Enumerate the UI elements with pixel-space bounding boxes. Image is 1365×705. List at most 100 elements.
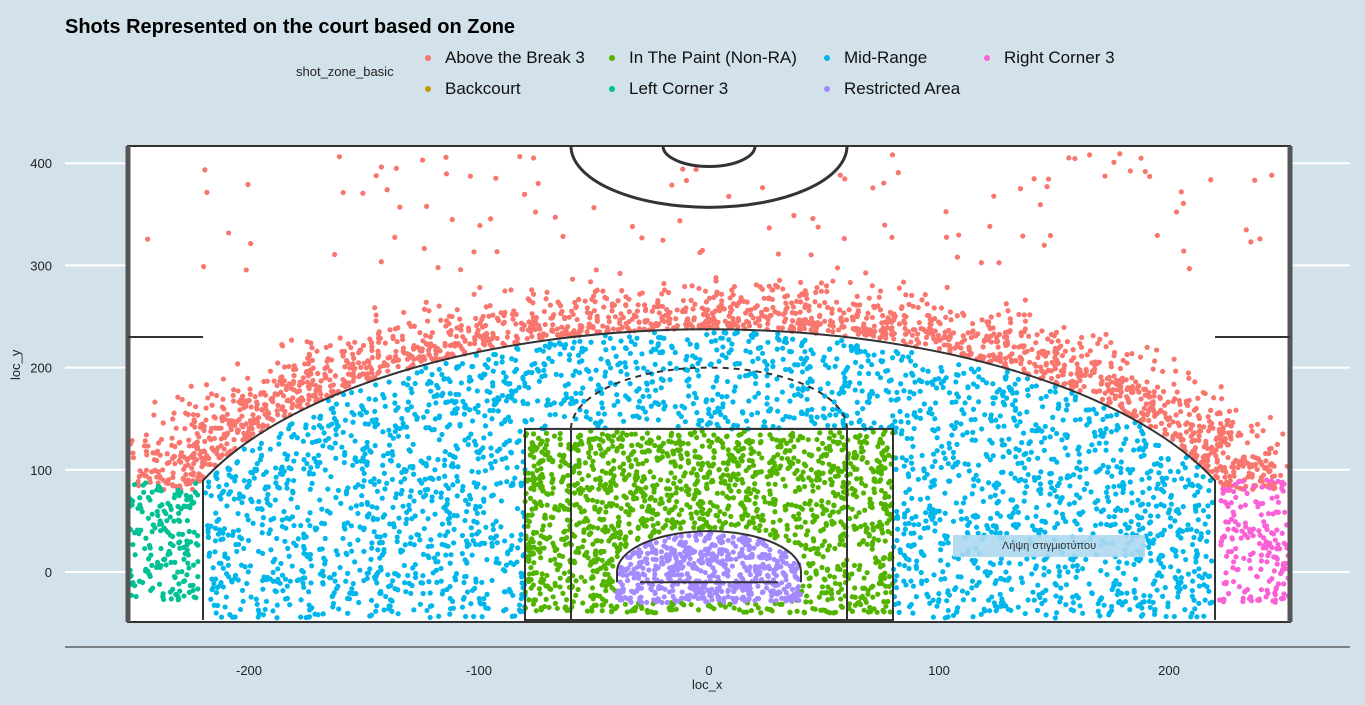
data-point: [692, 355, 699, 361]
data-point: [364, 439, 370, 445]
data-point: [378, 259, 384, 265]
data-point: [623, 364, 629, 370]
data-point: [1056, 573, 1062, 579]
data-point: [899, 455, 905, 461]
data-point: [343, 578, 349, 584]
data-point: [1131, 561, 1137, 568]
data-point: [1113, 491, 1119, 497]
data-point: [931, 305, 937, 311]
data-point: [456, 391, 462, 398]
data-point: [916, 319, 922, 326]
data-point: [143, 432, 150, 438]
data-point: [921, 326, 927, 332]
data-point: [235, 577, 241, 583]
data-point: [810, 215, 816, 222]
data-point: [915, 476, 921, 482]
data-point: [987, 457, 993, 463]
data-point: [889, 331, 895, 338]
data-point: [245, 181, 251, 188]
data-point: [1218, 464, 1224, 470]
data-point: [971, 369, 977, 375]
data-point: [1154, 384, 1161, 390]
data-point: [799, 410, 806, 417]
data-point: [622, 393, 629, 399]
data-point: [454, 307, 460, 313]
data-point: [320, 573, 327, 579]
data-point: [618, 338, 624, 344]
data-point: [684, 337, 691, 343]
data-point: [260, 612, 267, 618]
data-point: [367, 566, 373, 572]
data-point: [509, 356, 515, 362]
data-point: [997, 513, 1004, 519]
data-point: [831, 399, 837, 405]
data-point: [165, 480, 171, 487]
data-point: [998, 469, 1005, 476]
data-point: [225, 562, 231, 568]
data-point: [968, 350, 974, 357]
data-point: [1074, 568, 1081, 574]
data-point: [298, 522, 304, 529]
data-point: [601, 304, 607, 310]
data-point: [296, 577, 302, 583]
data-point: [996, 498, 1002, 505]
legend-dot: [824, 55, 830, 61]
data-point: [1000, 454, 1006, 460]
data-point: [436, 303, 442, 309]
data-point: [634, 308, 641, 314]
data-point: [931, 572, 937, 578]
data-point: [1262, 450, 1269, 457]
data-point: [533, 321, 539, 327]
data-point: [1061, 324, 1067, 331]
data-point: [752, 372, 758, 378]
data-point: [953, 585, 959, 591]
data-point: [458, 380, 464, 386]
data-point: [262, 392, 269, 398]
data-point: [743, 418, 750, 424]
data-point: [762, 358, 768, 365]
data-point: [757, 323, 763, 329]
data-point: [681, 405, 688, 411]
data-point: [536, 378, 543, 384]
data-point: [763, 367, 770, 373]
data-point: [646, 393, 652, 399]
data-point: [722, 414, 728, 421]
data-point: [1086, 581, 1092, 587]
data-point: [969, 437, 975, 443]
data-point: [1014, 423, 1020, 429]
data-point: [1167, 523, 1174, 529]
data-point: [408, 534, 414, 541]
data-point: [1136, 515, 1142, 521]
data-point: [357, 567, 363, 573]
data-point: [1006, 436, 1012, 442]
data-point: [557, 341, 564, 347]
data-point: [1111, 373, 1117, 379]
data-point: [248, 240, 254, 247]
data-point: [418, 368, 425, 375]
data-point: [870, 185, 876, 191]
data-point: [206, 484, 212, 490]
data-point: [258, 506, 264, 512]
data-point: [423, 463, 430, 469]
data-point: [936, 336, 942, 343]
data-point: [697, 357, 703, 363]
data-point: [1097, 336, 1103, 342]
data-point: [1142, 508, 1148, 514]
data-point: [901, 388, 907, 394]
data-point: [393, 571, 400, 577]
data-point: [1129, 500, 1135, 506]
data-point: [640, 405, 646, 411]
data-point: [936, 346, 943, 352]
data-point: [426, 455, 432, 461]
data-point: [1254, 433, 1260, 439]
data-point: [259, 530, 265, 536]
data-point: [969, 578, 976, 584]
data-point: [1180, 461, 1186, 467]
data-point: [273, 465, 279, 471]
data-point: [761, 419, 768, 425]
data-point: [390, 333, 396, 340]
data-point: [627, 350, 633, 357]
data-point: [1086, 407, 1092, 413]
data-point: [412, 574, 419, 581]
data-point: [218, 443, 224, 449]
